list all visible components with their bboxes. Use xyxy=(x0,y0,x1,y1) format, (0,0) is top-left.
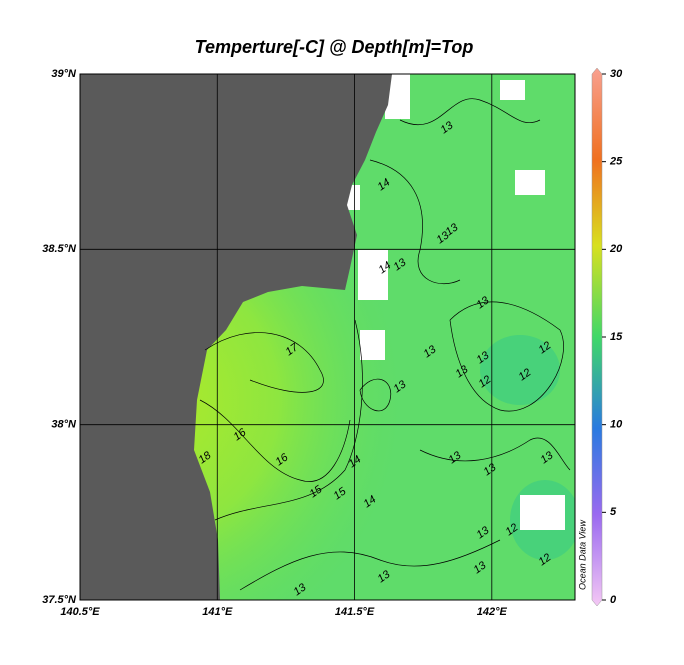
y-tick-label: 38°N xyxy=(51,419,77,431)
contour-label: 14 xyxy=(346,453,363,470)
colorbar-label: 25 xyxy=(609,156,623,168)
contour-label: 12 xyxy=(536,551,553,568)
y-tick-label: 37.5°N xyxy=(42,594,77,606)
colorbar-label: 30 xyxy=(610,68,623,80)
colorbar xyxy=(591,67,603,607)
x-tick-label: 141.5°E xyxy=(335,606,375,618)
contour-label: 12 xyxy=(503,521,520,538)
contour-label: 14 xyxy=(376,259,393,276)
contour-label: 14 xyxy=(375,176,392,193)
map-frame xyxy=(79,73,576,601)
y-tick-label: 38.5°N xyxy=(42,243,77,255)
colorbar-label: 10 xyxy=(610,419,623,431)
y-tick-label: 39°N xyxy=(51,68,77,80)
colorbar-label: 20 xyxy=(609,243,623,255)
x-tick-label: 142°E xyxy=(477,606,508,618)
contour-label: 12 xyxy=(536,339,553,356)
contour-label: 12 xyxy=(516,366,533,383)
watermark: Ocean Data View xyxy=(577,520,587,590)
x-tick-label: 140.5°E xyxy=(60,606,100,618)
colorbar-label: 15 xyxy=(610,331,623,343)
no-data xyxy=(345,74,565,530)
colorbar-label: 5 xyxy=(610,506,617,518)
land xyxy=(80,74,392,600)
colorbar-label: 0 xyxy=(610,594,617,606)
map-area xyxy=(80,74,575,600)
x-tick-label: 141°E xyxy=(202,606,233,618)
map-title: Temperture[-C] @ Depth[m]=Top xyxy=(195,37,474,57)
contour-label: 12 xyxy=(476,373,493,390)
cool-patch xyxy=(480,335,560,405)
contour-label: 14 xyxy=(361,493,378,510)
